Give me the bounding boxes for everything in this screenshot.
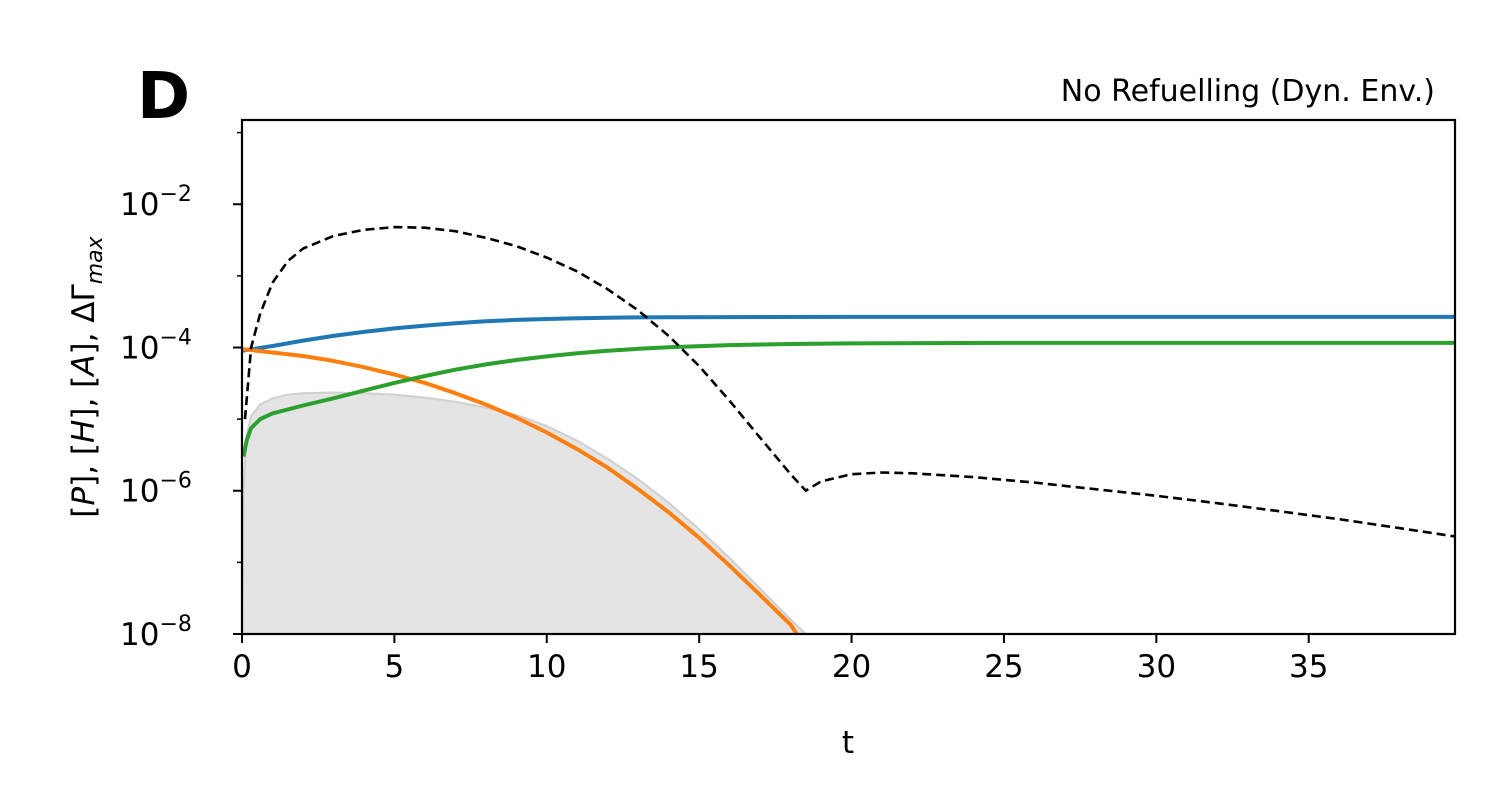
axes: 0 5 10 15 20 25 30 35 10−8 10−6 10−4 10−2 [120, 118, 1457, 685]
chart-title: No Refuelling (Dyn. Env.) [1061, 74, 1435, 109]
y-axis-label: [P], [H], [A], ΔΓmax [66, 235, 108, 517]
panel-label: D [137, 60, 190, 134]
plot-area [242, 225, 1455, 634]
x-tick-label: 10 [527, 649, 566, 685]
x-tick-label: 5 [385, 649, 405, 685]
series-line-2 [242, 347, 799, 634]
x-tick-label: 15 [679, 649, 718, 685]
x-tick-label: 35 [1289, 649, 1328, 685]
y-tick-label: 10−2 [120, 182, 192, 223]
x-tick-label: 0 [232, 649, 252, 685]
y-tick-label: 10−6 [120, 469, 192, 510]
series-line-3 [242, 340, 1455, 457]
y-tick-label: 10−8 [120, 612, 192, 653]
x-axis-label: t [842, 725, 854, 761]
x-tick-label: 30 [1137, 649, 1176, 685]
x-tick-label: 25 [984, 649, 1023, 685]
y-axis-label-text: [P], [H], [A], ΔΓmax [66, 235, 108, 517]
shaded-band [242, 391, 807, 634]
series-line-1 [242, 314, 1455, 353]
series-line-4 [243, 225, 1455, 538]
y-tick-label: 10−4 [120, 325, 192, 366]
plot-frame [240, 118, 1457, 636]
x-tick-label: 20 [832, 649, 871, 685]
